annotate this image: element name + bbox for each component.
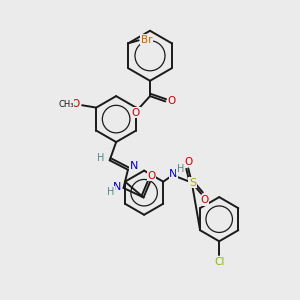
Text: N: N: [169, 169, 177, 179]
Text: Cl: Cl: [214, 257, 224, 267]
Text: O: O: [132, 108, 140, 118]
Text: O: O: [184, 157, 192, 166]
Text: N: N: [130, 161, 138, 171]
Text: O: O: [168, 96, 176, 106]
Text: CH₃: CH₃: [58, 100, 74, 109]
Text: S: S: [189, 178, 196, 188]
Text: H: H: [107, 187, 115, 196]
Text: O: O: [147, 171, 156, 181]
Text: H: H: [177, 164, 184, 174]
Text: O: O: [71, 99, 80, 109]
Text: H: H: [97, 153, 104, 163]
Text: Br: Br: [141, 35, 152, 45]
Text: N: N: [113, 182, 121, 191]
Text: O: O: [200, 195, 208, 205]
